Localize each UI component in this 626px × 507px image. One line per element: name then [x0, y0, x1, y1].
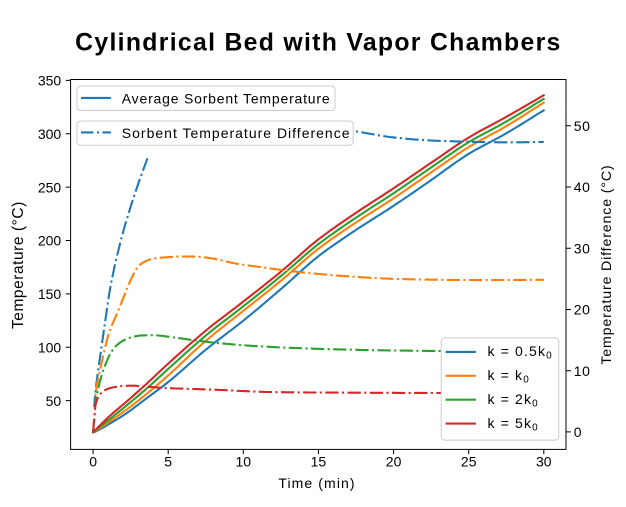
svg-text:30: 30	[536, 454, 552, 470]
svg-text:0: 0	[89, 454, 97, 470]
svg-text:k = 5k0: k = 5k0	[488, 415, 539, 434]
svg-text:k = 0.5k0: k = 0.5k0	[488, 343, 553, 362]
svg-text:0: 0	[574, 424, 582, 440]
svg-text:Temperature (°C): Temperature (°C)	[10, 201, 27, 329]
svg-text:350: 350	[38, 73, 62, 89]
svg-text:Temperature Difference (°C): Temperature Difference (°C)	[599, 164, 615, 364]
svg-text:5: 5	[164, 454, 172, 470]
svg-text:25: 25	[461, 454, 477, 470]
svg-text:50: 50	[574, 118, 591, 134]
svg-text:Time (min): Time (min)	[278, 475, 355, 491]
svg-text:20: 20	[574, 302, 591, 318]
svg-text:Average Sorbent Temperature: Average Sorbent Temperature	[122, 90, 331, 106]
svg-text:200: 200	[38, 233, 62, 249]
svg-text:20: 20	[386, 454, 402, 470]
svg-text:k = k0: k = k0	[488, 367, 530, 386]
svg-text:15: 15	[311, 454, 327, 470]
svg-text:Sorbent Temperature Difference: Sorbent Temperature Difference	[122, 125, 351, 141]
svg-text:150: 150	[38, 286, 62, 302]
svg-text:10: 10	[574, 363, 591, 379]
svg-text:100: 100	[38, 339, 62, 355]
svg-text:k = 2k0: k = 2k0	[488, 391, 539, 410]
svg-text:300: 300	[38, 126, 62, 142]
svg-text:Cylindrical Bed with Vapor Cha: Cylindrical Bed with Vapor Chambers	[75, 30, 561, 57]
svg-text:50: 50	[46, 393, 62, 409]
svg-text:10: 10	[236, 454, 252, 470]
svg-text:40: 40	[574, 179, 591, 195]
svg-text:30: 30	[574, 240, 591, 256]
svg-text:250: 250	[38, 179, 62, 195]
